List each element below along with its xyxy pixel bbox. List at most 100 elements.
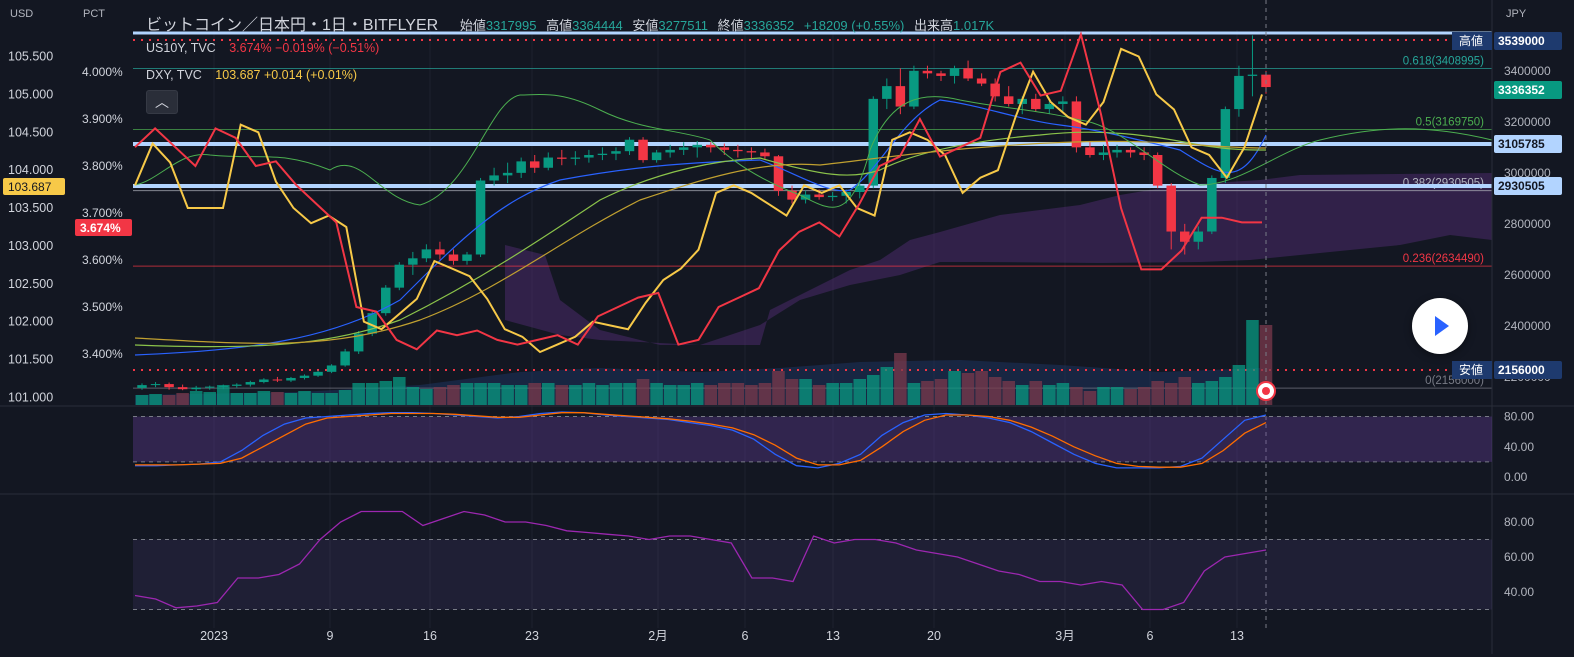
rsi-axis-tick: 40.00 <box>1504 585 1534 599</box>
volume-bar <box>1029 381 1043 405</box>
usd-axis-tick: 105.000 <box>8 87 53 101</box>
candle-body <box>421 249 432 259</box>
volume-bar <box>812 385 826 405</box>
volume-bar <box>406 387 420 405</box>
right-price-tag-text: 3105785 <box>1498 137 1545 151</box>
candle-body <box>1098 152 1109 155</box>
volume-bar <box>569 385 582 405</box>
volume-bar <box>704 385 718 405</box>
candle-body <box>922 70 933 74</box>
high-label: 高値 <box>546 18 573 33</box>
candle-body <box>340 351 350 366</box>
volume-bar <box>609 383 623 405</box>
usd-axis-tick: 104.500 <box>8 125 53 139</box>
volume-bar <box>934 379 948 405</box>
right-price-tag-text: 3336352 <box>1498 83 1545 97</box>
usd-axis-header: USD <box>10 8 34 20</box>
candle-body <box>259 379 269 383</box>
right-price-tag-label: 安値 <box>1459 362 1483 377</box>
us10y-line <box>134 30 1262 351</box>
candle-body <box>1058 101 1068 104</box>
ma-short-line <box>134 99 1267 356</box>
x-axis-tick: 16 <box>423 629 437 643</box>
candle-body <box>665 149 675 153</box>
volume-bar <box>948 371 961 405</box>
volume-bar <box>135 395 149 405</box>
candle-body <box>746 151 757 153</box>
volume-bar <box>176 393 189 405</box>
collapse-legend-button[interactable]: ︿ <box>146 90 178 114</box>
usd-axis-tick: 103.000 <box>8 239 53 253</box>
us10y-legend[interactable]: US10Y, TVC 3.674% −0.019% (−0.51%) <box>146 41 379 55</box>
right-price-tag-label: 高値 <box>1459 33 1483 48</box>
dxy-line <box>134 47 1263 354</box>
volume-bar <box>338 390 352 405</box>
symbol-legend[interactable]: ビットコイン／日本円・1日・BITFLYER 始値3317995 高値33644… <box>146 11 994 35</box>
candle-body <box>1031 98 1041 110</box>
candle-body <box>1207 177 1217 232</box>
x-axis-tick: 9 <box>327 629 334 643</box>
stoch-band-fill <box>133 416 1492 462</box>
volume-bar <box>853 379 867 405</box>
candle-body <box>787 190 797 200</box>
candle-body <box>557 157 567 159</box>
replay-play-button[interactable] <box>1412 298 1468 354</box>
candle-body <box>963 68 973 79</box>
volume-bar <box>1178 377 1192 405</box>
right-axis-tick: 2800000 <box>1504 217 1551 231</box>
candle-body <box>638 139 648 161</box>
volume-bar <box>636 379 650 405</box>
candle-body <box>529 161 540 168</box>
volume-bar <box>785 379 799 405</box>
volume-label: 出来高 <box>914 18 954 33</box>
right-price-tag-label-bg <box>1452 361 1492 379</box>
candle-body <box>150 384 161 386</box>
volume-bar <box>975 371 988 405</box>
candle-body <box>651 152 662 161</box>
volume-bar <box>1110 387 1124 405</box>
pct-axis-tick: 3.500% <box>82 300 123 314</box>
volume-bar <box>365 383 379 405</box>
candle-body <box>326 365 337 372</box>
candle-body <box>949 68 960 76</box>
jpy-axis-header: JPY <box>1506 8 1527 20</box>
volume-bar <box>541 383 555 405</box>
pct-axis-header: PCT <box>83 8 105 20</box>
volume-bar <box>514 385 528 405</box>
volume-bar <box>867 375 880 405</box>
dxy-legend[interactable]: DXY, TVC 103.687 +0.014 (+0.01%) <box>146 68 357 82</box>
candle-body <box>245 382 256 385</box>
right-price-tag-label-bg <box>1452 32 1492 50</box>
us10y-name: US10Y, TVC <box>146 41 216 55</box>
candle-body <box>611 151 621 154</box>
volume-bar <box>501 385 514 405</box>
pct-axis-tick: 4.000% <box>82 65 123 79</box>
pct-axis-tick: 3.900% <box>82 112 123 126</box>
symbol-title[interactable]: ビットコイン／日本円・1日・BITFLYER <box>146 17 439 34</box>
volume-bar <box>460 383 474 405</box>
candle-body <box>597 153 608 155</box>
right-price-tag-text: 2156000 <box>1498 363 1545 377</box>
candle-body <box>516 161 526 173</box>
candle-body <box>814 194 824 198</box>
candle-body <box>678 147 689 150</box>
stoch-k-line <box>135 411 1267 469</box>
right-axis-tick: 2400000 <box>1504 319 1551 333</box>
low-value: 3277511 <box>658 18 709 33</box>
close-label: 終値 <box>717 18 744 33</box>
candle-body <box>232 384 242 386</box>
volume-bar <box>880 367 894 405</box>
volume-bar <box>284 393 298 405</box>
candle-body <box>1180 231 1190 242</box>
volume-bar <box>961 373 975 405</box>
volume-bar <box>690 383 704 405</box>
candle-body <box>448 254 459 261</box>
volume-bar <box>189 391 203 405</box>
dxy-price-tag-text: 103.687 <box>8 180 52 194</box>
right-axis-tick: 3200000 <box>1504 115 1551 129</box>
volume-bar <box>1097 387 1110 405</box>
candle-body <box>909 70 919 107</box>
